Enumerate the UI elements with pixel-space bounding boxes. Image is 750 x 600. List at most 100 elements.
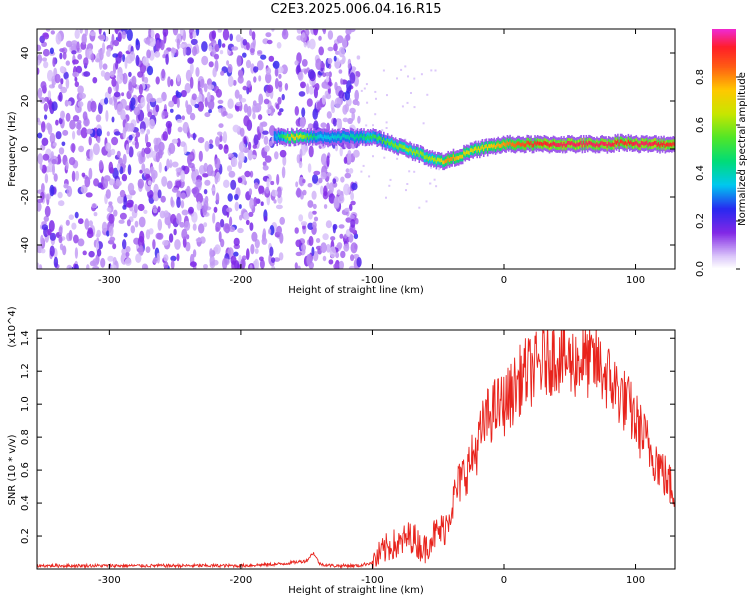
noise-cell <box>129 51 136 62</box>
noise-cell <box>262 130 269 135</box>
noise-cell <box>322 72 327 78</box>
noise-cell <box>47 228 52 236</box>
colorbar-swatch <box>712 235 736 238</box>
noise-cell <box>227 63 233 74</box>
noise-cell <box>175 167 181 173</box>
noise-cell <box>213 206 218 213</box>
signal-core <box>317 135 319 139</box>
signal-core <box>310 133 313 138</box>
signal-core <box>286 134 289 138</box>
noise-cell <box>243 212 249 220</box>
noise-cell <box>170 196 174 207</box>
noise-cell <box>191 211 198 223</box>
noise-cell <box>336 242 343 250</box>
noise-cell <box>258 93 264 105</box>
noise-cell <box>253 76 257 83</box>
signal-core <box>485 144 488 148</box>
noise-cell <box>82 111 88 121</box>
colorbar-swatch <box>712 107 736 110</box>
noise-cell <box>125 143 130 155</box>
noise-cell <box>320 62 325 69</box>
noise-cell <box>327 30 334 40</box>
signal-core <box>654 140 656 145</box>
noise-cell <box>325 76 330 83</box>
noise-cell <box>354 89 360 101</box>
noise-cell <box>328 182 334 195</box>
noise-cell <box>301 243 306 252</box>
x-tick-label: -200 <box>230 275 253 286</box>
colorbar-swatch <box>712 155 736 158</box>
noise-cell <box>338 194 345 204</box>
noise-cell <box>189 261 197 268</box>
signal-core <box>346 135 348 139</box>
noise-cell <box>265 186 270 194</box>
noise-speck <box>366 101 369 104</box>
noise-cell <box>182 45 187 57</box>
signal-core <box>434 157 436 162</box>
colorbar-swatch <box>712 63 736 66</box>
colorbar-tick-label: 0.0 <box>695 261 706 277</box>
colorbar-swatch <box>712 237 736 240</box>
noise-cell <box>249 170 254 178</box>
noise-cell <box>104 97 109 105</box>
noise-cell <box>74 76 78 82</box>
noise-cell <box>203 264 208 269</box>
noise-cell <box>180 192 186 200</box>
colorbar-swatch <box>712 97 736 100</box>
noise-cell <box>197 137 205 144</box>
noise-cell <box>40 81 47 90</box>
noise-cell <box>227 193 233 202</box>
signal-core <box>397 145 399 150</box>
colorbar-swatch <box>712 199 736 202</box>
noise-speck <box>386 94 388 97</box>
colorbar-swatch <box>712 113 736 116</box>
y-tick-label: 40 <box>20 47 31 60</box>
signal-core <box>402 145 405 150</box>
signal-core <box>419 150 422 155</box>
noise-cell <box>135 54 140 67</box>
signal-core <box>540 142 543 146</box>
signal-core <box>359 134 361 139</box>
noise-cell <box>68 229 73 241</box>
noise-cell <box>252 144 257 149</box>
noise-cell <box>184 46 192 56</box>
y-tick-label: 0.8 <box>20 429 31 445</box>
noise-cell <box>307 200 314 208</box>
noise-speck <box>382 69 385 72</box>
noise-cell <box>242 39 248 46</box>
noise-cell <box>271 257 276 263</box>
noise-cell <box>185 241 191 252</box>
noise-cell <box>58 235 63 244</box>
signal-core <box>652 141 655 146</box>
noise-cell <box>276 42 282 49</box>
signal-core <box>319 133 322 138</box>
signal-core <box>273 134 276 138</box>
noise-cell <box>348 168 354 174</box>
noise-cell <box>315 238 321 243</box>
signal-core <box>440 158 443 163</box>
noise-speck <box>374 113 377 116</box>
noise-cell <box>220 218 225 228</box>
noise-cell <box>141 263 148 269</box>
noise-cell <box>156 252 161 264</box>
noise-cell <box>90 100 97 113</box>
colorbar-swatch <box>712 195 736 198</box>
signal-core <box>446 158 448 163</box>
noise-cell <box>298 91 306 97</box>
noise-cell <box>311 190 317 200</box>
noise-cell <box>356 55 361 60</box>
noise-cell <box>300 81 306 89</box>
noise-cell <box>248 188 253 196</box>
noise-cell <box>320 172 327 180</box>
signal-core <box>615 141 618 145</box>
signal-core <box>531 143 534 148</box>
noise-speck <box>401 105 404 108</box>
noise-cell <box>339 146 343 157</box>
noise-cell <box>138 245 144 256</box>
noise-cell <box>259 259 265 269</box>
noise-cell <box>145 229 151 240</box>
noise-cell <box>123 232 128 238</box>
noise-cell <box>155 151 161 163</box>
noise-cell <box>232 124 240 133</box>
noise-cell <box>271 29 275 32</box>
